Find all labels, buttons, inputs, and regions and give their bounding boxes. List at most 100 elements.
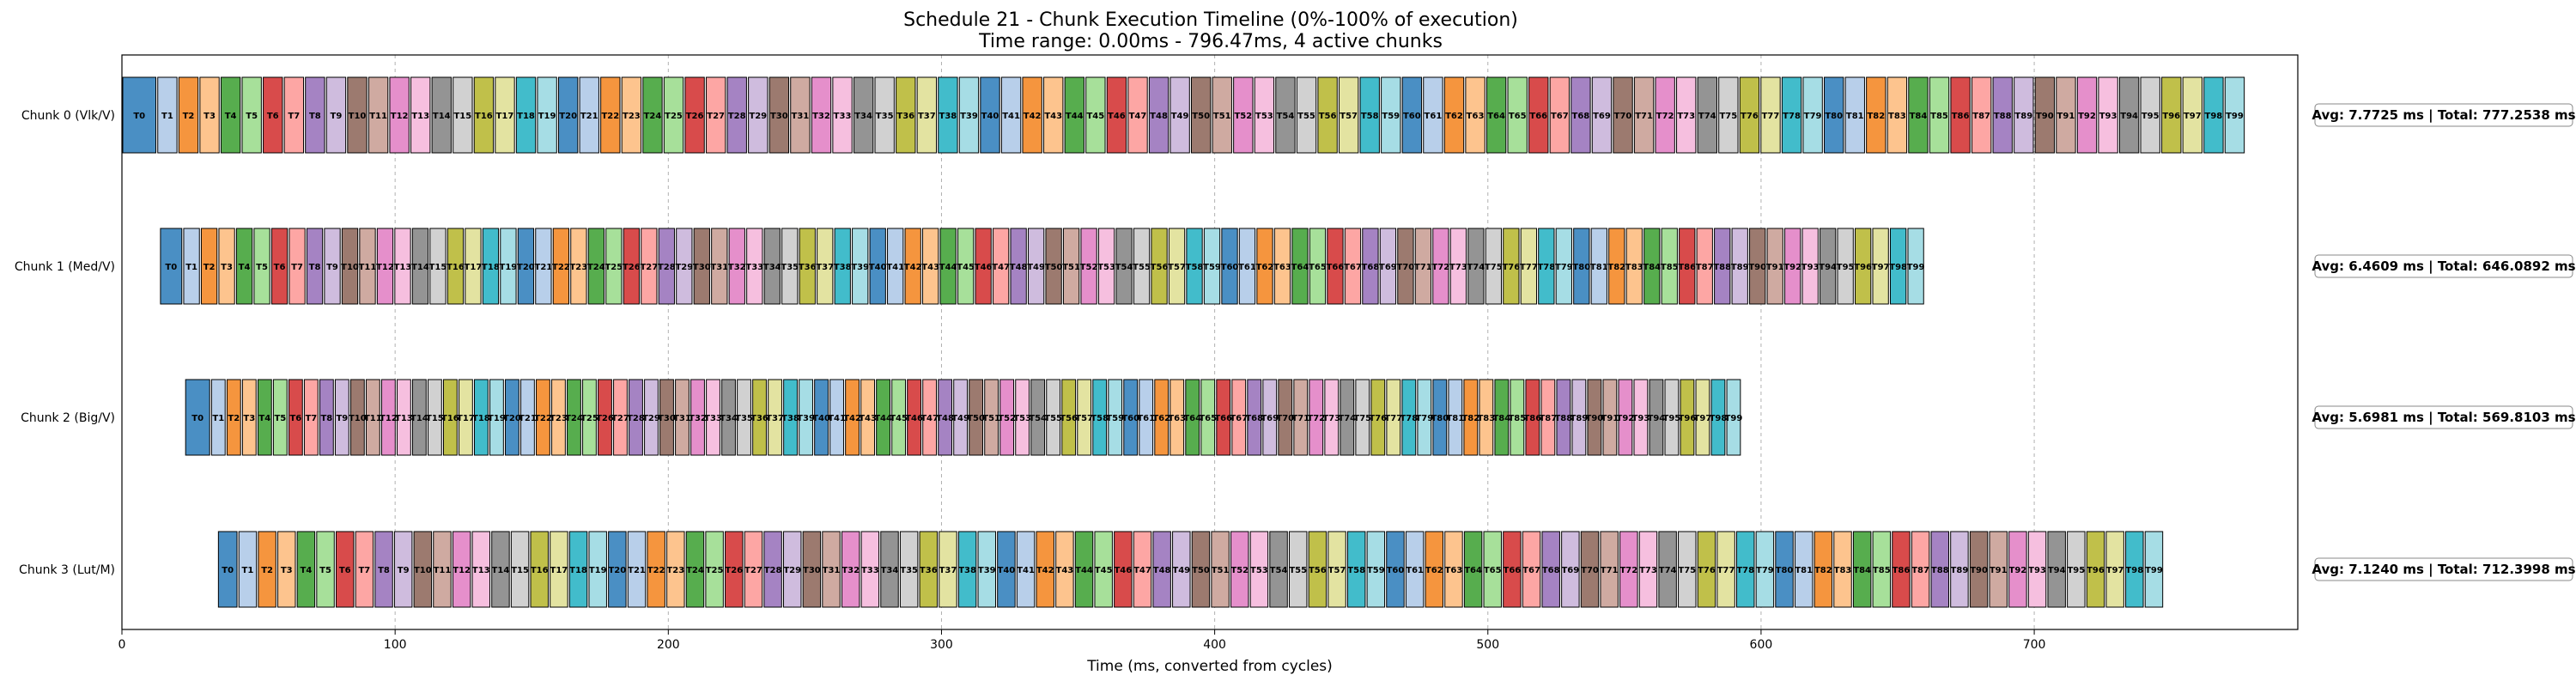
task-bar: [1465, 76, 1485, 154]
task-bar: [2008, 531, 2027, 608]
task-bar: [1820, 228, 1837, 305]
task-bar: [355, 531, 374, 608]
task-bar: [1678, 531, 1697, 608]
task-label: T15: [426, 414, 444, 423]
task-bar: [999, 379, 1015, 456]
task-bar: [1676, 76, 1697, 154]
task-bar: [938, 76, 958, 154]
task-bar: [1432, 228, 1449, 305]
task-label: T48: [1150, 112, 1168, 121]
task-label: T75: [1353, 414, 1371, 423]
task-label: T80: [1825, 112, 1843, 121]
chunk-label: Chunk 3 (Lut/M): [19, 563, 115, 577]
task-bar: [939, 531, 957, 608]
task-bar: [1710, 379, 1726, 456]
task-bar: [433, 531, 452, 608]
task-bar: [802, 531, 822, 608]
task-bar: [1275, 76, 1296, 154]
task-bar: [899, 531, 919, 608]
task-bar: [365, 379, 380, 456]
task-label: T9: [398, 566, 410, 575]
task-bar: [1971, 76, 1992, 154]
task-bar: [1359, 76, 1380, 154]
task-label: T84: [1853, 566, 1871, 575]
task-label: T60: [1387, 566, 1405, 575]
task-label: T58: [1347, 566, 1365, 575]
task-bar: [579, 76, 599, 154]
task-bar: [1463, 379, 1479, 456]
task-bar: [316, 531, 335, 608]
task-bar: [288, 379, 303, 456]
task-bar: [1200, 379, 1216, 456]
task-label: T63: [1168, 414, 1186, 423]
task-label: T54: [1029, 414, 1047, 423]
task-bar: [1386, 379, 1401, 456]
task-bar: [1346, 531, 1366, 608]
task-bar: [411, 228, 429, 305]
chunk-summary: Avg: 6.4609 ms | Total: 646.0892 ms: [2312, 258, 2575, 275]
task-bar: [1591, 76, 1613, 154]
task-bar: [1716, 531, 1735, 608]
task-bar: [226, 379, 241, 456]
task-label: T28: [658, 263, 676, 272]
task-bar: [1714, 228, 1731, 305]
task-label: T76: [1502, 263, 1520, 272]
task-bar: [220, 76, 241, 154]
task-bar: [1212, 76, 1232, 154]
task-bar: [938, 379, 953, 456]
task-bar: [969, 379, 984, 456]
task-bar: [1123, 379, 1139, 456]
task-bar: [122, 76, 157, 154]
task-bar: [1892, 531, 1911, 608]
task-label: T97: [2106, 566, 2124, 575]
task-label: T29: [642, 414, 660, 423]
task-bar: [258, 531, 276, 608]
task-label: T9: [326, 263, 338, 272]
task-label: T49: [1172, 566, 1190, 575]
task-label: T22: [647, 566, 665, 575]
task-bar: [411, 379, 427, 456]
task-label: T59: [1382, 112, 1400, 121]
task-label: T3: [281, 566, 293, 575]
task-label: T13: [395, 414, 413, 423]
task-bar: [489, 379, 504, 456]
task-bar: [447, 228, 465, 305]
task-bar: [394, 228, 411, 305]
task-bar: [1886, 76, 1908, 154]
task-label: T99: [1725, 414, 1743, 423]
task-bar: [1152, 531, 1171, 608]
task-label: T87: [1696, 263, 1714, 272]
task-label: T92: [1617, 414, 1635, 423]
task-label: T30: [693, 263, 711, 272]
task-label: T1: [242, 566, 254, 575]
task-label: T63: [1273, 263, 1291, 272]
task-label: T38: [939, 112, 957, 121]
task-label: T34: [763, 263, 781, 272]
task-label: T94: [1819, 263, 1837, 272]
task-bar: [790, 76, 811, 154]
task-bar: [241, 379, 257, 456]
task-bar: [1643, 228, 1661, 305]
task-label: T81: [1795, 566, 1813, 575]
task-bar: [376, 228, 394, 305]
task-bar: [1784, 228, 1801, 305]
task-bar: [1115, 228, 1133, 305]
task-bar: [666, 531, 685, 608]
task-bar: [178, 76, 199, 154]
task-label: T41: [1002, 112, 1020, 121]
task-label: T66: [1529, 112, 1547, 121]
task-label: T21: [519, 414, 537, 423]
task-label: T62: [1425, 566, 1443, 575]
task-label: T78: [1400, 414, 1418, 423]
task-label: T26: [686, 112, 704, 121]
task-label: T36: [750, 414, 769, 423]
task-label: T93: [2099, 112, 2117, 121]
task-bar: [277, 531, 296, 608]
task-label: T84: [1492, 414, 1510, 423]
task-bar: [1106, 76, 1127, 154]
task-label: T80: [1431, 414, 1449, 423]
task-bar: [550, 531, 568, 608]
task-label: T90: [1748, 263, 1766, 272]
task-label: T59: [1367, 566, 1385, 575]
task-bar: [500, 228, 517, 305]
